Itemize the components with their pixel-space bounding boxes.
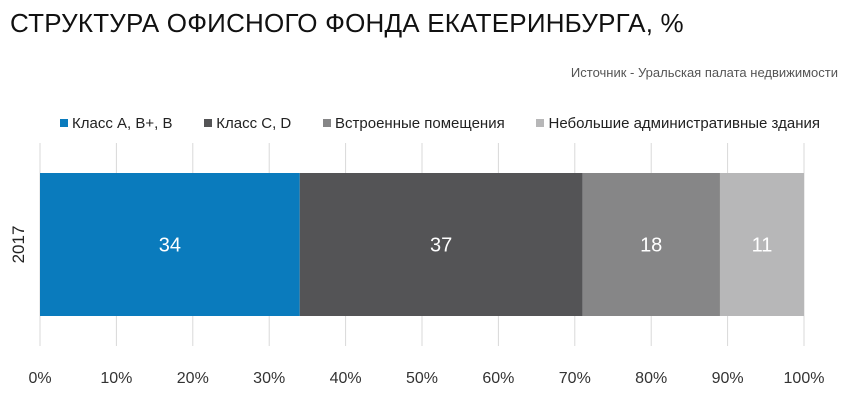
bar-segment xyxy=(40,173,300,316)
legend-swatch xyxy=(60,119,68,127)
x-tick-label: 90% xyxy=(712,370,744,387)
bar-segments xyxy=(40,173,804,316)
legend-item-class-a-b: Класс A, B+, B xyxy=(60,115,172,132)
chart-source: Источник - Уральская палата недвижимости xyxy=(570,65,838,80)
bar-value-label: 37 xyxy=(430,235,452,257)
x-axis-ticks: 0% 10% 20% 30% 40% 50% 60% 70% 80% 90% 100% xyxy=(28,370,824,387)
legend-item-class-c-d: Класс C, D xyxy=(204,115,291,132)
x-tick-label: 30% xyxy=(253,370,285,387)
x-tick-label: 40% xyxy=(330,370,362,387)
legend-swatch xyxy=(204,119,213,127)
y-category-label: 2017 xyxy=(9,226,28,264)
legend-item-built-in: Встроенные помещения xyxy=(323,115,505,132)
bar-value-label: 11 xyxy=(752,235,773,257)
legend-swatch xyxy=(323,119,332,127)
x-tick-label: 20% xyxy=(177,370,209,387)
legend-item-small-admin: Небольшие административные здания xyxy=(536,115,820,132)
chart-title: СТРУКТУРА ОФИСНОГО ФОНДА ЕКАТЕРИНБУРГА, … xyxy=(10,8,684,38)
x-tick-label: 50% xyxy=(406,370,438,387)
x-tick-label: 70% xyxy=(559,370,591,387)
legend-label: Класс A, B+, B xyxy=(72,114,173,132)
chart-legend: Класс A, B+, B Класс C, D Встроенные пом… xyxy=(60,113,820,133)
x-tick-label: 10% xyxy=(100,370,132,387)
bar-value-labels: 34 37 18 11 xyxy=(159,235,773,257)
legend-label: Небольшие административные здания xyxy=(548,114,820,132)
legend-label: Класс C, D xyxy=(216,114,292,132)
legend-swatch xyxy=(536,119,545,127)
bar-segment xyxy=(299,173,583,316)
bar-segment xyxy=(719,173,804,316)
y-axis-ticks: 2017 xyxy=(9,226,28,264)
x-tick-label: 80% xyxy=(635,370,667,387)
bar-segment xyxy=(582,173,720,316)
x-tick-label: 60% xyxy=(482,370,514,387)
bar-value-label: 34 xyxy=(159,235,181,257)
x-tick-label: 0% xyxy=(28,370,51,387)
x-tick-label: 100% xyxy=(784,370,825,387)
bar-value-label: 18 xyxy=(640,235,662,257)
legend-label: Встроенные помещения xyxy=(335,114,505,132)
